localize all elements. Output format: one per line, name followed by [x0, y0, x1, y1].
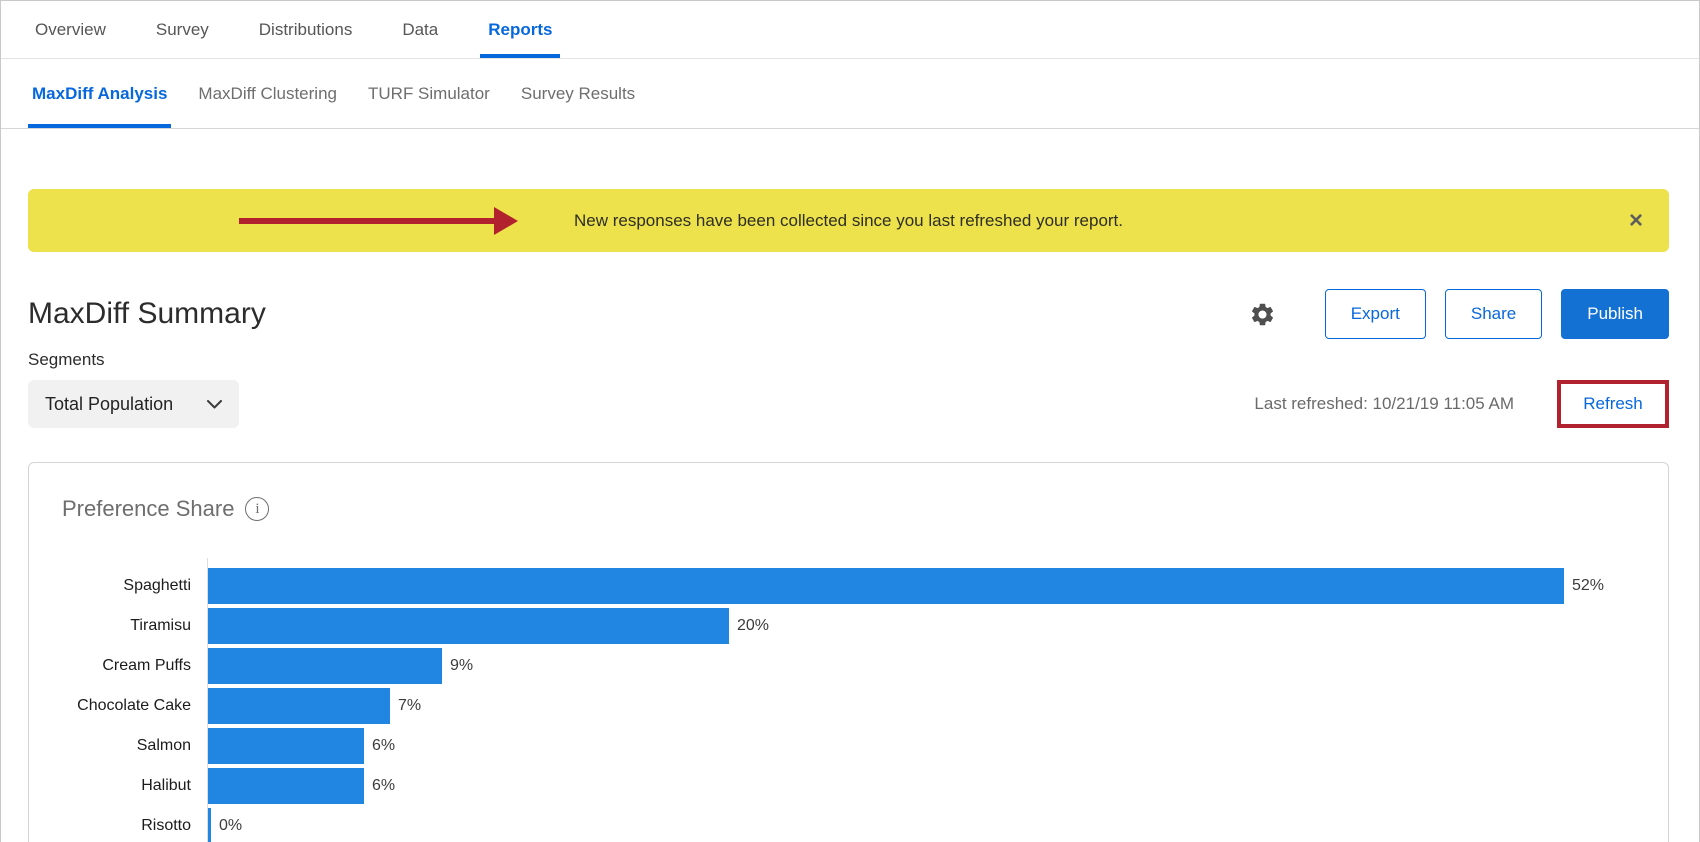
bar-spaghetti[interactable] [207, 568, 1564, 604]
bar-cream-puffs[interactable] [207, 648, 442, 684]
segments-dropdown[interactable]: Total Population [28, 380, 239, 428]
category-label-halibut: Halibut [141, 777, 191, 794]
value-label-tiramisu: 20% [737, 617, 770, 634]
title-row: MaxDiff Summary Export Share Publish [28, 289, 1669, 339]
preference-share-chart: Spaghetti 52% Tiramisu 20% Cream Puffs 9% Choc… [29, 558, 1668, 842]
info-icon[interactable]: i [245, 497, 270, 521]
tab-distributions[interactable]: Distributions [258, 19, 353, 39]
chart-axis-line [207, 558, 208, 842]
subtab-turf-simulator[interactable]: TURF Simulator [368, 83, 490, 103]
category-label-salmon: Salmon [136, 737, 191, 754]
bar-wrap: 0% [207, 808, 1668, 842]
value-label-cream-puffs: 9% [450, 657, 474, 674]
annotation-arrow-line [239, 217, 494, 224]
subtab-maxdiff-clustering[interactable]: MaxDiff Clustering [198, 83, 337, 103]
refresh-area: Last refreshed: 10/21/19 11:05 AM Refres… [1254, 380, 1669, 428]
bar-chocolate-cake[interactable] [207, 688, 390, 724]
share-button[interactable]: Share [1444, 289, 1543, 339]
bar-tiramisu[interactable] [207, 608, 729, 644]
close-icon[interactable]: × [1628, 206, 1643, 234]
refresh-highlight-box: Refresh [1557, 380, 1669, 428]
segments-dropdown-value: Total Population [45, 393, 174, 414]
bar-salmon[interactable] [207, 728, 364, 764]
bar-wrap: 7% [207, 688, 1668, 724]
value-label-halibut: 6% [372, 777, 396, 794]
category-label-risotto: Risotto [141, 817, 191, 834]
chevron-down-icon [207, 399, 222, 408]
refresh-link[interactable]: Refresh [1583, 394, 1643, 413]
bar-wrap: 6% [207, 768, 1668, 804]
category-label-tiramisu: Tiramisu [130, 617, 191, 634]
bar-halibut[interactable] [207, 768, 364, 804]
value-label-salmon: 6% [372, 737, 396, 754]
last-refreshed-text: Last refreshed: 10/21/19 11:05 AM [1254, 394, 1514, 413]
value-label-chocolate-cake: 7% [398, 697, 422, 714]
gear-icon[interactable] [1248, 299, 1278, 329]
publish-button[interactable]: Publish [1561, 289, 1669, 339]
annotation-arrow-icon [239, 206, 518, 235]
chart-row: Spaghetti 52% [29, 568, 1668, 604]
subtab-survey-results[interactable]: Survey Results [520, 83, 636, 103]
value-label-spaghetti: 52% [1572, 577, 1605, 594]
new-responses-banner: New responses have been collected since … [28, 189, 1669, 252]
bar-wrap: 9% [207, 648, 1668, 684]
chart-row: Halibut 6% [29, 768, 1668, 804]
tab-survey[interactable]: Survey [155, 19, 209, 39]
content-area: New responses have been collected since … [1, 189, 1699, 842]
chart-row: Cream Puffs 9% [29, 648, 1668, 684]
bar-wrap: 6% [207, 728, 1668, 764]
annotation-arrow-head [494, 206, 518, 235]
export-button[interactable]: Export [1324, 289, 1426, 339]
card-title-row: Preference Share i [62, 495, 1668, 523]
card-title: Preference Share [62, 496, 235, 521]
preference-share-card: Preference Share i Spaghetti 52% Tiramisu 2… [28, 462, 1669, 842]
tab-data[interactable]: Data [402, 19, 439, 39]
category-label-chocolate-cake: Chocolate Cake [77, 697, 191, 714]
chart-row: Tiramisu 20% [29, 608, 1668, 644]
chart-row: Risotto 0% [29, 808, 1668, 842]
segments-label: Segments [28, 350, 105, 369]
banner-message: New responses have been collected since … [573, 210, 1124, 230]
primary-nav: Overview Survey Distributions Data Reports [1, 1, 1699, 59]
bar-wrap: 20% [207, 608, 1668, 644]
bar-risotto[interactable] [207, 808, 211, 842]
subtab-maxdiff-analysis[interactable]: MaxDiff Analysis [27, 59, 172, 128]
title-actions: Export Share Publish [1248, 289, 1669, 339]
bar-wrap: 52% [207, 568, 1668, 604]
page-title: MaxDiff Summary [28, 297, 266, 330]
controls-row: Total Population Last refreshed: 10/21/1… [28, 380, 1669, 428]
tab-overview[interactable]: Overview [35, 19, 106, 39]
category-label-cream-puffs: Cream Puffs [102, 657, 191, 674]
chart-row: Salmon 6% [29, 728, 1668, 764]
value-label-risotto: 0% [219, 817, 243, 834]
chart-row: Chocolate Cake 7% [29, 688, 1668, 724]
chart-rows: Spaghetti 52% Tiramisu 20% Cream Puffs 9% Choc… [29, 568, 1668, 842]
category-label-spaghetti: Spaghetti [123, 577, 191, 594]
gear-icon-svg [1252, 303, 1274, 325]
secondary-nav: MaxDiff Analysis MaxDiff Clustering TURF S… [1, 59, 1699, 129]
tab-reports[interactable]: Reports [480, 1, 561, 58]
